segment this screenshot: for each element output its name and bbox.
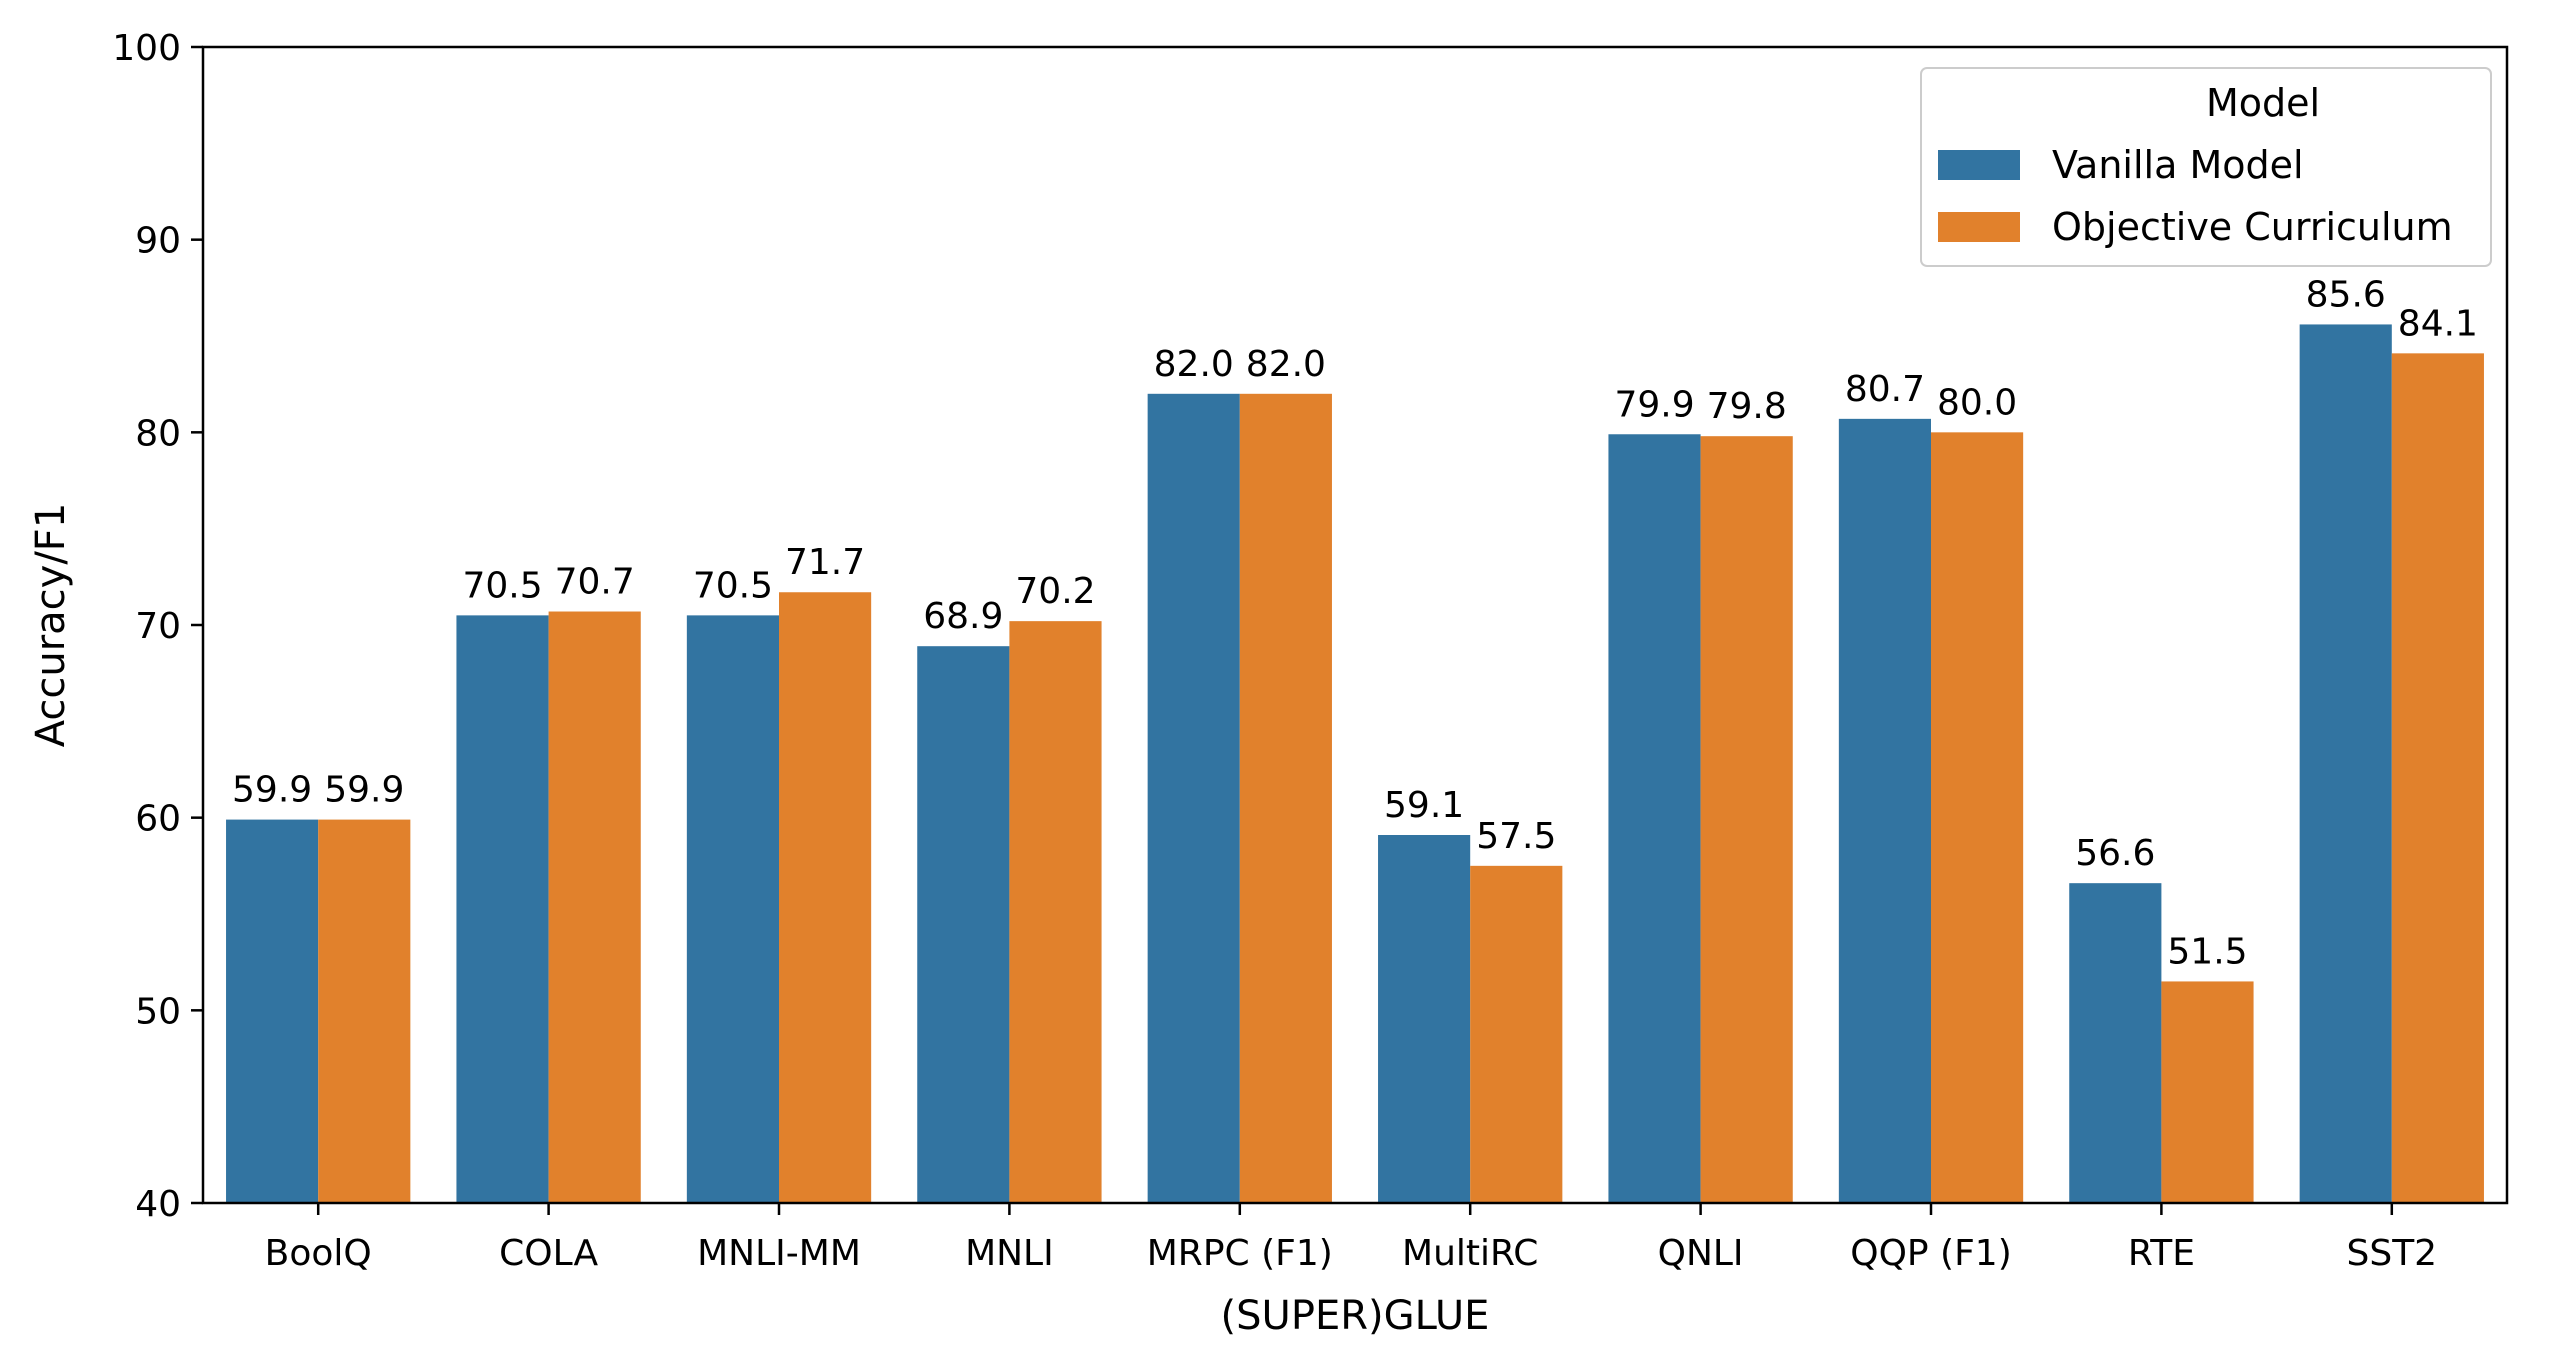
data-label: 82.0 — [1154, 344, 1234, 385]
x-tick-label: RTE — [2128, 1233, 2195, 1274]
legend-label: Vanilla Model — [2052, 143, 2304, 187]
data-label-layer: 59.9 70.5 70.5 68.9 82.0 59.1 79.9 80.7 56.6 85.6… — [232, 274, 2478, 972]
bar-vanilla-1 — [456, 615, 549, 1203]
data-label: 68.9 — [923, 596, 1003, 637]
bar-layer — [226, 324, 2484, 1204]
legend-entries: Vanilla Model Objective Curriculum — [1938, 143, 2453, 249]
data-label: 51.5 — [2167, 931, 2247, 972]
data-label: 70.2 — [1015, 571, 1095, 612]
bar-curriculum-4 — [1239, 393, 1332, 1203]
y-tick-label: 80 — [135, 413, 181, 454]
x-tick-label: MRPC (F1) — [1147, 1233, 1333, 1274]
y-axis-title: Accuracy/F1 — [28, 503, 74, 748]
bar-curriculum-6 — [1700, 436, 1793, 1204]
x-tick-label: MultiRC — [1402, 1233, 1538, 1274]
bar-vanilla-9 — [2299, 324, 2392, 1203]
y-tick-label: 60 — [135, 799, 181, 840]
bar-curriculum-8 — [2161, 981, 2254, 1203]
plot-frame — [201, 45, 2509, 1205]
data-label: 82.0 — [1246, 344, 1326, 385]
data-label: 56.6 — [2075, 833, 2155, 874]
bar-vanilla-6 — [1608, 434, 1701, 1203]
data-label: 70.7 — [555, 562, 635, 603]
y-tick-label: 50 — [135, 991, 181, 1032]
bar-vanilla-5 — [1378, 835, 1471, 1203]
data-label: 79.9 — [1614, 384, 1694, 425]
data-label: 84.1 — [2398, 303, 2478, 344]
legend-title: Model — [2206, 81, 2320, 125]
data-label: 71.7 — [785, 542, 865, 583]
bar-curriculum-5 — [1470, 865, 1563, 1203]
bar-curriculum-9 — [2391, 353, 2484, 1204]
y-tick-label: 100 — [112, 28, 181, 69]
data-label: 59.9 — [232, 770, 312, 811]
bar-vanilla-0 — [226, 819, 319, 1203]
data-label: 79.8 — [1707, 386, 1787, 427]
y-tick-label: 70 — [135, 606, 181, 647]
legend-label: Objective Curriculum — [2052, 205, 2453, 249]
y-axis: 40 50 60 70 80 90 100 — [112, 28, 203, 1225]
bar-vanilla-2 — [686, 615, 779, 1203]
data-label: 70.5 — [462, 565, 542, 606]
bar-curriculum-2 — [779, 592, 872, 1203]
data-label: 85.6 — [2306, 274, 2386, 315]
y-tick-label: 90 — [135, 221, 181, 262]
x-axis-title: (SUPER)GLUE — [1221, 1293, 1490, 1339]
legend: Model Vanilla Model Objective Curriculum — [1920, 67, 2492, 267]
legend-swatch — [1938, 212, 2020, 242]
legend-swatch — [1938, 150, 2020, 180]
x-tick-label: MNLI — [965, 1233, 1054, 1274]
x-axis: BoolQ COLA MNLI-MM MNLI MRPC (F1) MultiRC QNLI… — [265, 1203, 2437, 1274]
bar-vanilla-8 — [2069, 883, 2162, 1203]
y-tick-label: 40 — [135, 1184, 181, 1225]
legend-box — [1920, 67, 2492, 267]
x-tick-label: BoolQ — [265, 1233, 372, 1274]
bar-curriculum-7 — [1931, 432, 2024, 1203]
bar-curriculum-0 — [318, 819, 411, 1203]
bar-vanilla-3 — [917, 646, 1010, 1203]
x-tick-label: SST2 — [2346, 1233, 2437, 1274]
bar-vanilla-7 — [1838, 418, 1931, 1203]
data-label: 59.1 — [1384, 785, 1464, 826]
x-tick-label: QNLI — [1658, 1233, 1744, 1274]
x-tick-label: QQP (F1) — [1850, 1233, 2012, 1274]
data-label: 57.5 — [1476, 816, 1556, 857]
bar-curriculum-1 — [548, 611, 641, 1203]
data-label: 59.9 — [324, 770, 404, 811]
data-label: 80.0 — [1937, 382, 2017, 423]
bar-curriculum-3 — [1009, 621, 1102, 1203]
data-label: 70.5 — [693, 565, 773, 606]
bar-vanilla-4 — [1147, 393, 1240, 1203]
data-label: 80.7 — [1845, 369, 1925, 410]
x-tick-label: COLA — [499, 1233, 598, 1274]
x-tick-label: MNLI-MM — [697, 1233, 861, 1274]
